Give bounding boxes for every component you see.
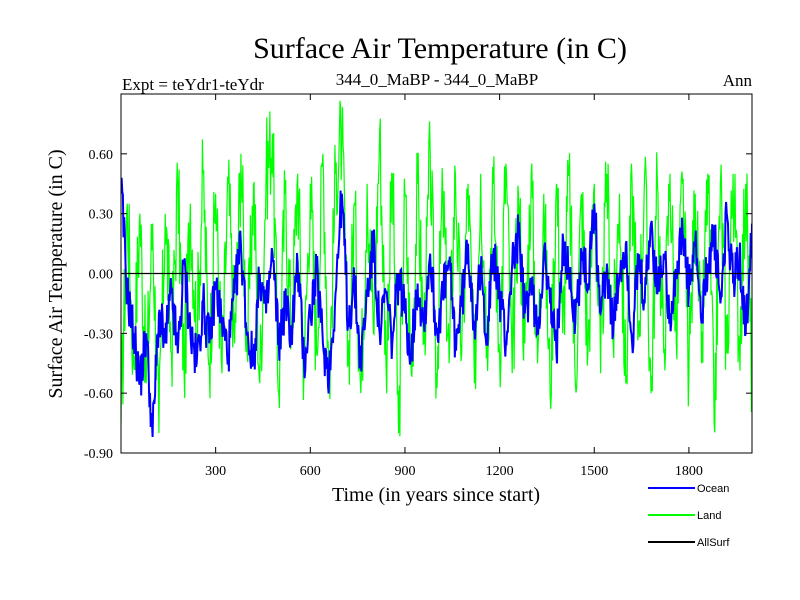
y-tick-label: 0.30 — [89, 208, 114, 223]
chart-subtitle-right: Ann — [723, 71, 753, 90]
chart-subtitle-center: 344_0_MaBP - 344_0_MaBP — [336, 70, 538, 89]
series-land-line — [121, 100, 752, 437]
legend-label-ocean: Ocean — [697, 483, 729, 495]
x-tick-label: 900 — [394, 464, 415, 479]
x-axis-label: Time (in years since start) — [332, 484, 540, 506]
legend-label-land: Land — [697, 510, 721, 522]
y-tick-label: 0.60 — [89, 148, 114, 163]
legend: Ocean Land AllSurf — [648, 483, 730, 549]
y-tick-label: -0.90 — [84, 447, 113, 462]
y-tick-label: 0.00 — [89, 268, 114, 283]
y-tick-label: -0.60 — [84, 387, 113, 402]
legend-label-allsurf: AllSurf — [697, 537, 730, 549]
y-axis-ticks: -0.90 -0.60 -0.30 0.00 0.30 0.60 — [84, 148, 752, 462]
x-tick-label: 1500 — [580, 464, 608, 479]
series-ocean-line — [121, 177, 752, 438]
chart-subtitle-left: Expt = teYdr1-teYdr — [122, 75, 264, 94]
chart-title: Surface Air Temperature (in C) — [253, 32, 627, 65]
y-axis-label: Surface Air Temperature (in C) — [45, 149, 67, 398]
x-tick-label: 600 — [300, 464, 321, 479]
y-tick-label: -0.30 — [84, 327, 113, 342]
series-group — [121, 100, 752, 438]
x-tick-label: 1800 — [675, 464, 703, 479]
x-tick-label: 1200 — [486, 464, 514, 479]
x-axis-ticks: 300 600 900 1200 1500 1800 — [205, 94, 703, 479]
x-tick-label: 300 — [205, 464, 226, 479]
